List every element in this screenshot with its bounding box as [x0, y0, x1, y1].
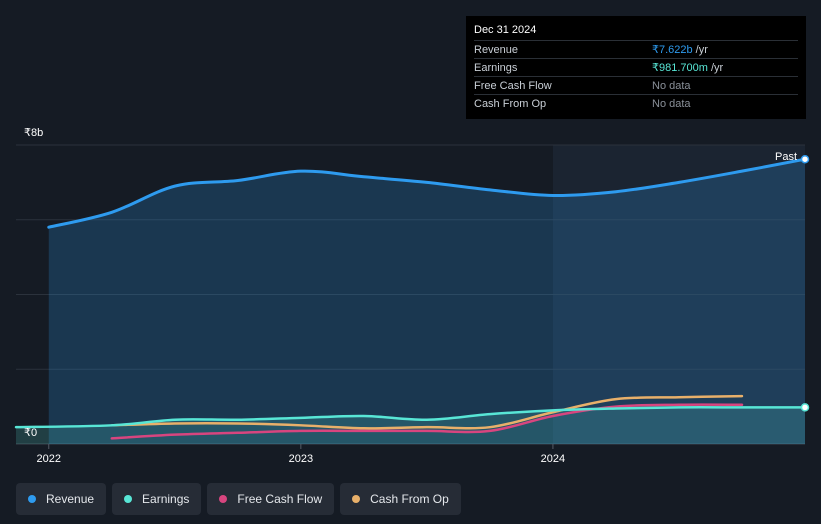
series-line-revenue — [47, 157, 807, 229]
y-tick-label: ₹0 — [24, 427, 37, 439]
tooltip-row-fcf: Free Cash Flow No data — [474, 77, 798, 95]
legend-label: Cash From Op — [370, 492, 449, 506]
series-area-revenue — [48, 159, 806, 444]
chart: ₹8b ₹0 2022 2023 2024 Past — [14, 127, 810, 465]
tooltip-value: No data — [652, 97, 691, 110]
tooltip-value: No data — [652, 79, 691, 92]
tooltip-unit: /yr — [710, 62, 724, 74]
tooltip-value: ₹981.700m — [652, 62, 708, 74]
tooltip-row-earnings: Earnings ₹981.700m/yr — [474, 59, 798, 77]
tooltip-label: Earnings — [474, 61, 518, 74]
earnings-dot-icon — [124, 495, 133, 503]
legend-item-earnings[interactable]: Earnings — [112, 483, 202, 515]
x-tick-label: 2022 — [37, 453, 61, 465]
tooltip-unit: /yr — [695, 44, 708, 56]
cfo-dot-icon — [352, 495, 361, 503]
series-line-cash-from-op — [110, 394, 744, 430]
tooltip-date: Dec 31 2024 — [474, 24, 798, 41]
revenue-dot-icon — [28, 495, 36, 503]
tooltip-row-revenue: Revenue ₹7.622b/yr — [474, 41, 798, 59]
tooltip: Dec 31 2024 Revenue ₹7.622b/yr Earnings … — [466, 16, 806, 119]
series-endpoint-revenue — [800, 154, 810, 164]
tooltip-label: Cash From Op — [474, 97, 547, 110]
legend-label: Free Cash Flow — [237, 492, 323, 506]
x-tick-label: 2024 — [541, 453, 565, 465]
series-endpoint-earnings — [800, 403, 810, 412]
tooltip-label: Revenue — [474, 43, 519, 56]
legend-label: Revenue — [46, 492, 95, 506]
tooltip-value: ₹7.622b — [652, 44, 693, 56]
x-tick-label: 2023 — [289, 453, 313, 465]
legend-item-cfo[interactable]: Cash From Op — [340, 483, 461, 515]
fcf-dot-icon — [219, 495, 228, 503]
legend-item-revenue[interactable]: Revenue — [16, 483, 107, 515]
legend: Revenue Earnings Free Cash Flow Cash Fro… — [16, 483, 461, 515]
series-line-free-cash-flow — [110, 403, 744, 440]
series-area-earnings — [16, 407, 805, 444]
legend-item-fcf[interactable]: Free Cash Flow — [207, 483, 335, 515]
legend-label: Earnings — [142, 492, 190, 506]
series-line-earnings — [14, 406, 807, 429]
past-label: Past — [775, 151, 797, 163]
tooltip-label: Free Cash Flow — [474, 79, 552, 92]
y-tick-label: ₹8b — [24, 127, 43, 139]
tooltip-row-cfo: Cash From Op No data — [474, 95, 798, 112]
